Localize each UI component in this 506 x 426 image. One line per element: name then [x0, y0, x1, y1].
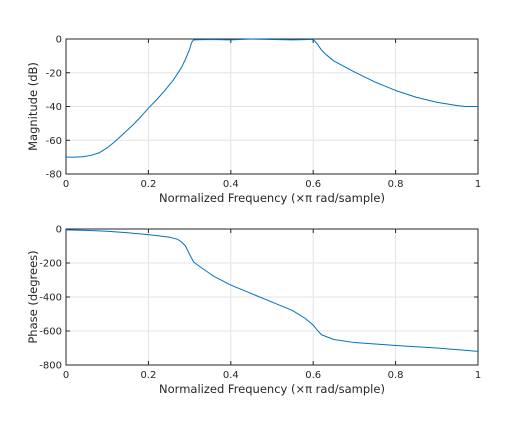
phase-x-tick-label: 0.8: [388, 370, 404, 381]
phase-y-tick-label: 0: [56, 225, 62, 236]
phase-plot: 0 0.2 0.4 0.6 0.8 1 -800 -600 -400 -200 0 Normaliz…: [26, 225, 481, 397]
magnitude-y-tick-label: 0: [56, 35, 62, 46]
phase-x-tick-label: 0.2: [140, 370, 156, 381]
phase-grid: [65, 228, 479, 366]
phase-x-tick-label: 0: [63, 370, 69, 381]
magnitude-x-tick-label: 0.4: [223, 179, 239, 190]
magnitude-x-tick-label: 0.2: [140, 179, 156, 190]
magnitude-y-tick-label: -40: [46, 102, 62, 113]
magnitude-x-tick-label: 0: [63, 179, 69, 190]
magnitude-plot: 0 0.2 0.4 0.6 0.8 1 -80 -60 -40 -20 0 Normalized F…: [26, 35, 481, 206]
magnitude-x-tick-label: 0.6: [305, 179, 321, 190]
magnitude-y-tick-label: -20: [46, 68, 62, 79]
phase-x-axis-label: Normalized Frequency (×π rad/sample): [159, 382, 385, 396]
phase-response-line: [65, 229, 479, 352]
magnitude-grid: [65, 38, 479, 175]
magnitude-y-tick-label: -60: [46, 136, 62, 147]
magnitude-response-line: [66, 38, 478, 158]
magnitude-x-axis-label: Normalized Frequency (×π rad/sample): [159, 191, 385, 205]
magnitude-y-tick-label: -80: [46, 170, 62, 181]
phase-y-tick-label: -200: [39, 259, 62, 270]
phase-ticks: 0 0.2 0.4 0.6 0.8 1 -800 -600 -400 -200 0: [39, 225, 481, 382]
phase-y-axis-label: Phase (degrees): [26, 250, 40, 343]
magnitude-y-axis-label: Magnitude (dB): [26, 62, 40, 151]
phase-series: [65, 229, 479, 352]
phase-x-tick-label: 0.4: [223, 370, 239, 381]
magnitude-x-tick-label: 1: [475, 179, 481, 190]
magnitude-x-tick-label: 0.8: [388, 179, 404, 190]
phase-y-tick-label: -400: [39, 293, 62, 304]
phase-x-tick-label: 1: [475, 370, 481, 381]
phase-x-tick-label: 0.6: [305, 370, 321, 381]
phase-y-tick-label: -800: [39, 361, 62, 372]
phase-y-tick-label: -600: [39, 327, 62, 338]
magnitude-series: [66, 38, 478, 158]
magnitude-ticks: 0 0.2 0.4 0.6 0.8 1 -80 -60 -40 -20 0: [46, 35, 482, 191]
